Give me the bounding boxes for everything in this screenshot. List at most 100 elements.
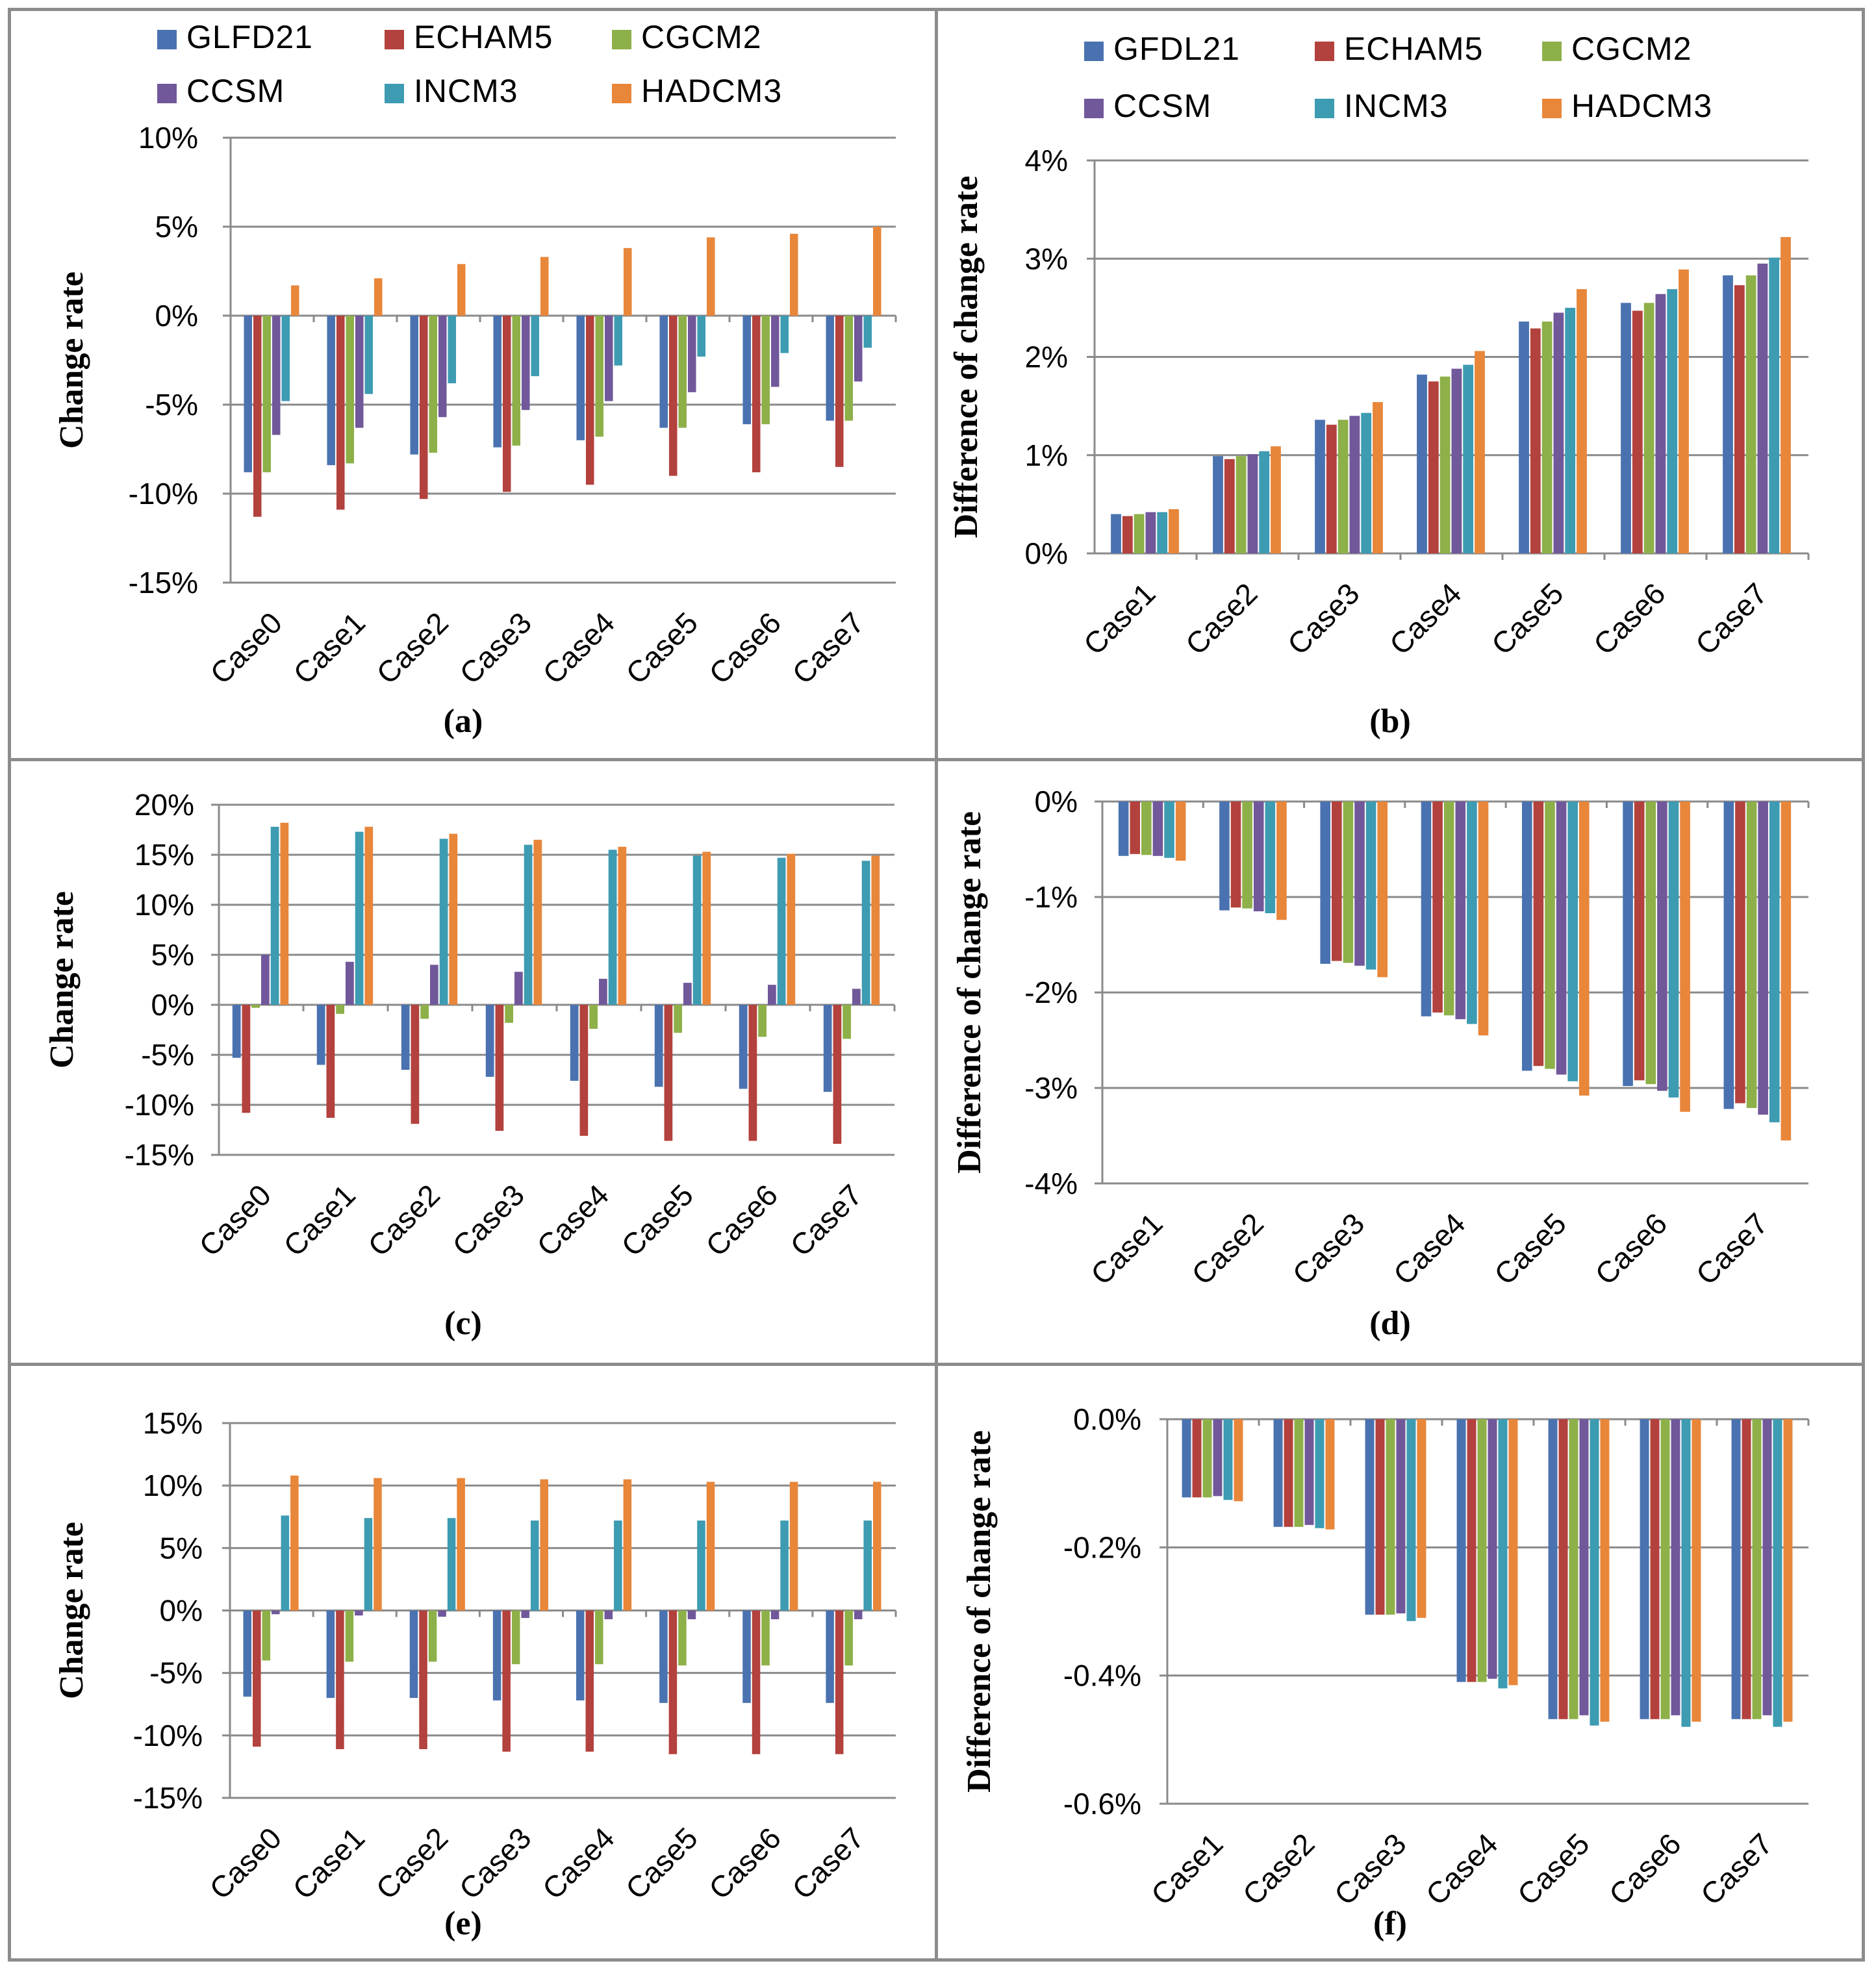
bar-ccsm-case2 bbox=[438, 316, 447, 418]
bar-hadcm3-case4 bbox=[618, 846, 627, 1005]
bar-incm3-case2 bbox=[1265, 802, 1276, 913]
bar-gfdl21-case5 bbox=[659, 1610, 668, 1703]
bar-ccsm-case6 bbox=[1671, 1419, 1680, 1715]
y-axis-title: Difference of change rate bbox=[961, 1430, 998, 1793]
y-tick-label: -5% bbox=[149, 1656, 203, 1690]
x-tick-label: Case5 bbox=[1485, 576, 1570, 661]
bar-ccsm-case4 bbox=[1451, 368, 1462, 553]
bar-gfdl21-case1 bbox=[316, 1005, 325, 1065]
bar-hadcm3-case7 bbox=[1781, 802, 1792, 1141]
legend-swatch-cgcm2 bbox=[1542, 42, 1562, 61]
bar-echam5-case5 bbox=[668, 316, 678, 476]
legend-label-ccsm: CCSM bbox=[186, 73, 285, 109]
x-tick-label: Case1 bbox=[1084, 1206, 1169, 1291]
x-tick-label: Case4 bbox=[1419, 1826, 1504, 1912]
bar-echam5-case1 bbox=[336, 316, 345, 510]
bar-cgcm2-case3 bbox=[512, 316, 520, 446]
y-axis-title: Change rate bbox=[53, 272, 90, 449]
bar-incm3-case4 bbox=[608, 850, 617, 1005]
bar-echam5-case5 bbox=[1530, 328, 1541, 553]
bar-cgcm2-case3 bbox=[1343, 802, 1354, 963]
bar-echam5-case3 bbox=[1375, 1419, 1385, 1615]
bar-ccsm-case5 bbox=[687, 1610, 696, 1619]
bar-gfdl21-case4 bbox=[576, 1610, 585, 1700]
y-tick-label: 4% bbox=[1025, 144, 1068, 177]
panel-f: 0.0% -0.2% -0.4% -0.6% Case1 Case2 Case3 Case4 C… bbox=[935, 1363, 1865, 1962]
x-tick-label: Case0 bbox=[192, 1178, 277, 1263]
bar-echam5-case7 bbox=[1742, 1419, 1751, 1719]
legend-label-echam5: ECHAM5 bbox=[1344, 31, 1483, 67]
panel-caption: (c) bbox=[444, 1305, 482, 1342]
bar-ccsm-case5 bbox=[1579, 1419, 1589, 1715]
x-tick-label: Case6 bbox=[699, 1178, 784, 1263]
x-tick-label: Case1 bbox=[286, 605, 372, 690]
bar-gfdl21-case0 bbox=[232, 1005, 241, 1058]
legend-swatch-ccsm bbox=[157, 84, 177, 103]
y-tick-label: 0% bbox=[155, 299, 198, 333]
y-tick-label: 10% bbox=[134, 888, 194, 922]
y-tick-label: 15% bbox=[143, 1406, 203, 1440]
bar-incm3-case3 bbox=[1361, 412, 1372, 553]
x-tick-label: Case3 bbox=[446, 1178, 531, 1263]
bar-glfd21-case7 bbox=[826, 316, 834, 421]
bar-hadcm3-case3 bbox=[540, 1479, 548, 1611]
y-axis-title: Change rate bbox=[53, 1522, 90, 1699]
bar-incm3-case1 bbox=[364, 1518, 373, 1611]
bar-hadcm3-case3 bbox=[1377, 802, 1388, 978]
bar-cgcm2-case3 bbox=[511, 1610, 520, 1665]
x-tick-label: Case2 bbox=[370, 1821, 455, 1906]
y-tick-label: -0.2% bbox=[1063, 1530, 1141, 1564]
x-tick-label: Case5 bbox=[615, 1178, 700, 1263]
panel-e: 15% 10% 5% 0% -5% -10% -15% Case0 Case1 Case2 Case… bbox=[8, 1363, 938, 1962]
bar-hadcm3-case7 bbox=[871, 855, 880, 1005]
bar-gfdl21-case5 bbox=[1548, 1419, 1558, 1719]
bar-ccsm-case5 bbox=[1553, 312, 1564, 553]
bar-echam5-case2 bbox=[1230, 802, 1241, 908]
bar-gfdl21-case1 bbox=[1118, 802, 1129, 856]
bar-hadcm3-case4 bbox=[624, 247, 632, 316]
bar-ccsm-case7 bbox=[1758, 802, 1768, 1115]
bar-echam5-case4 bbox=[1432, 802, 1443, 1013]
bar-cgcm2-case7 bbox=[1752, 1419, 1762, 1719]
bar-gfdl21-case7 bbox=[826, 1610, 834, 1703]
x-tick-label: Case3 bbox=[453, 1821, 538, 1906]
bar-hadcm3-case2 bbox=[1325, 1419, 1335, 1530]
bar-gfdl21-case3 bbox=[1315, 420, 1325, 553]
bar-ccsm-case2 bbox=[430, 965, 438, 1005]
bar-echam5-case6 bbox=[752, 316, 761, 473]
bar-hadcm3-case7 bbox=[873, 227, 881, 316]
x-tick-label: Case2 bbox=[1179, 576, 1264, 661]
legend-swatch-ccsm bbox=[1084, 99, 1104, 118]
bar-hadcm3-case0 bbox=[291, 285, 299, 316]
y-tick-label: -10% bbox=[133, 1719, 203, 1752]
legend-swatch-incm3 bbox=[1315, 99, 1334, 118]
bar-incm3-case5 bbox=[692, 855, 702, 1005]
bar-echam5-case7 bbox=[833, 1005, 842, 1144]
y-tick-label: -10% bbox=[125, 1088, 194, 1122]
bar-echam5-case0 bbox=[253, 316, 262, 517]
bar-gfdl21-case4 bbox=[1417, 374, 1427, 553]
bar-ccsm-case6 bbox=[771, 316, 780, 387]
bar-echam5-case5 bbox=[1558, 1419, 1568, 1719]
legend-label-hadcm3: HADCM3 bbox=[1571, 88, 1712, 124]
x-tick-label: Case3 bbox=[453, 605, 538, 690]
bar-hadcm3-case2 bbox=[457, 264, 466, 316]
bar-hadcm3-case6 bbox=[1692, 1419, 1701, 1722]
bar-echam5-case1 bbox=[1192, 1419, 1202, 1498]
y-tick-label: 20% bbox=[134, 788, 194, 822]
x-tick-label: Case4 bbox=[536, 1821, 621, 1906]
chart-e: 15%10%5%0%-5%-10%-15%Case0Case1Case2Case… bbox=[53, 1406, 897, 1942]
legend-label-cgcm2: CGCM2 bbox=[1571, 31, 1692, 67]
bar-cgcm2-case5 bbox=[678, 316, 687, 428]
bar-gfdl21-case6 bbox=[742, 1610, 751, 1703]
bar-gfdl21-case4 bbox=[1456, 1419, 1466, 1682]
bar-echam5-case2 bbox=[419, 316, 428, 499]
bar-gfdl21-case3 bbox=[492, 1610, 501, 1700]
x-tick-label: Case6 bbox=[1587, 576, 1672, 661]
bar-ccsm-case0 bbox=[261, 955, 270, 1005]
x-tick-label: Case3 bbox=[1286, 1206, 1371, 1291]
bar-cgcm2-case2 bbox=[1236, 456, 1247, 553]
bar-echam5-case6 bbox=[748, 1005, 757, 1141]
bar-cgcm2-case5 bbox=[1569, 1419, 1578, 1719]
x-tick-label: Case1 bbox=[277, 1178, 362, 1263]
